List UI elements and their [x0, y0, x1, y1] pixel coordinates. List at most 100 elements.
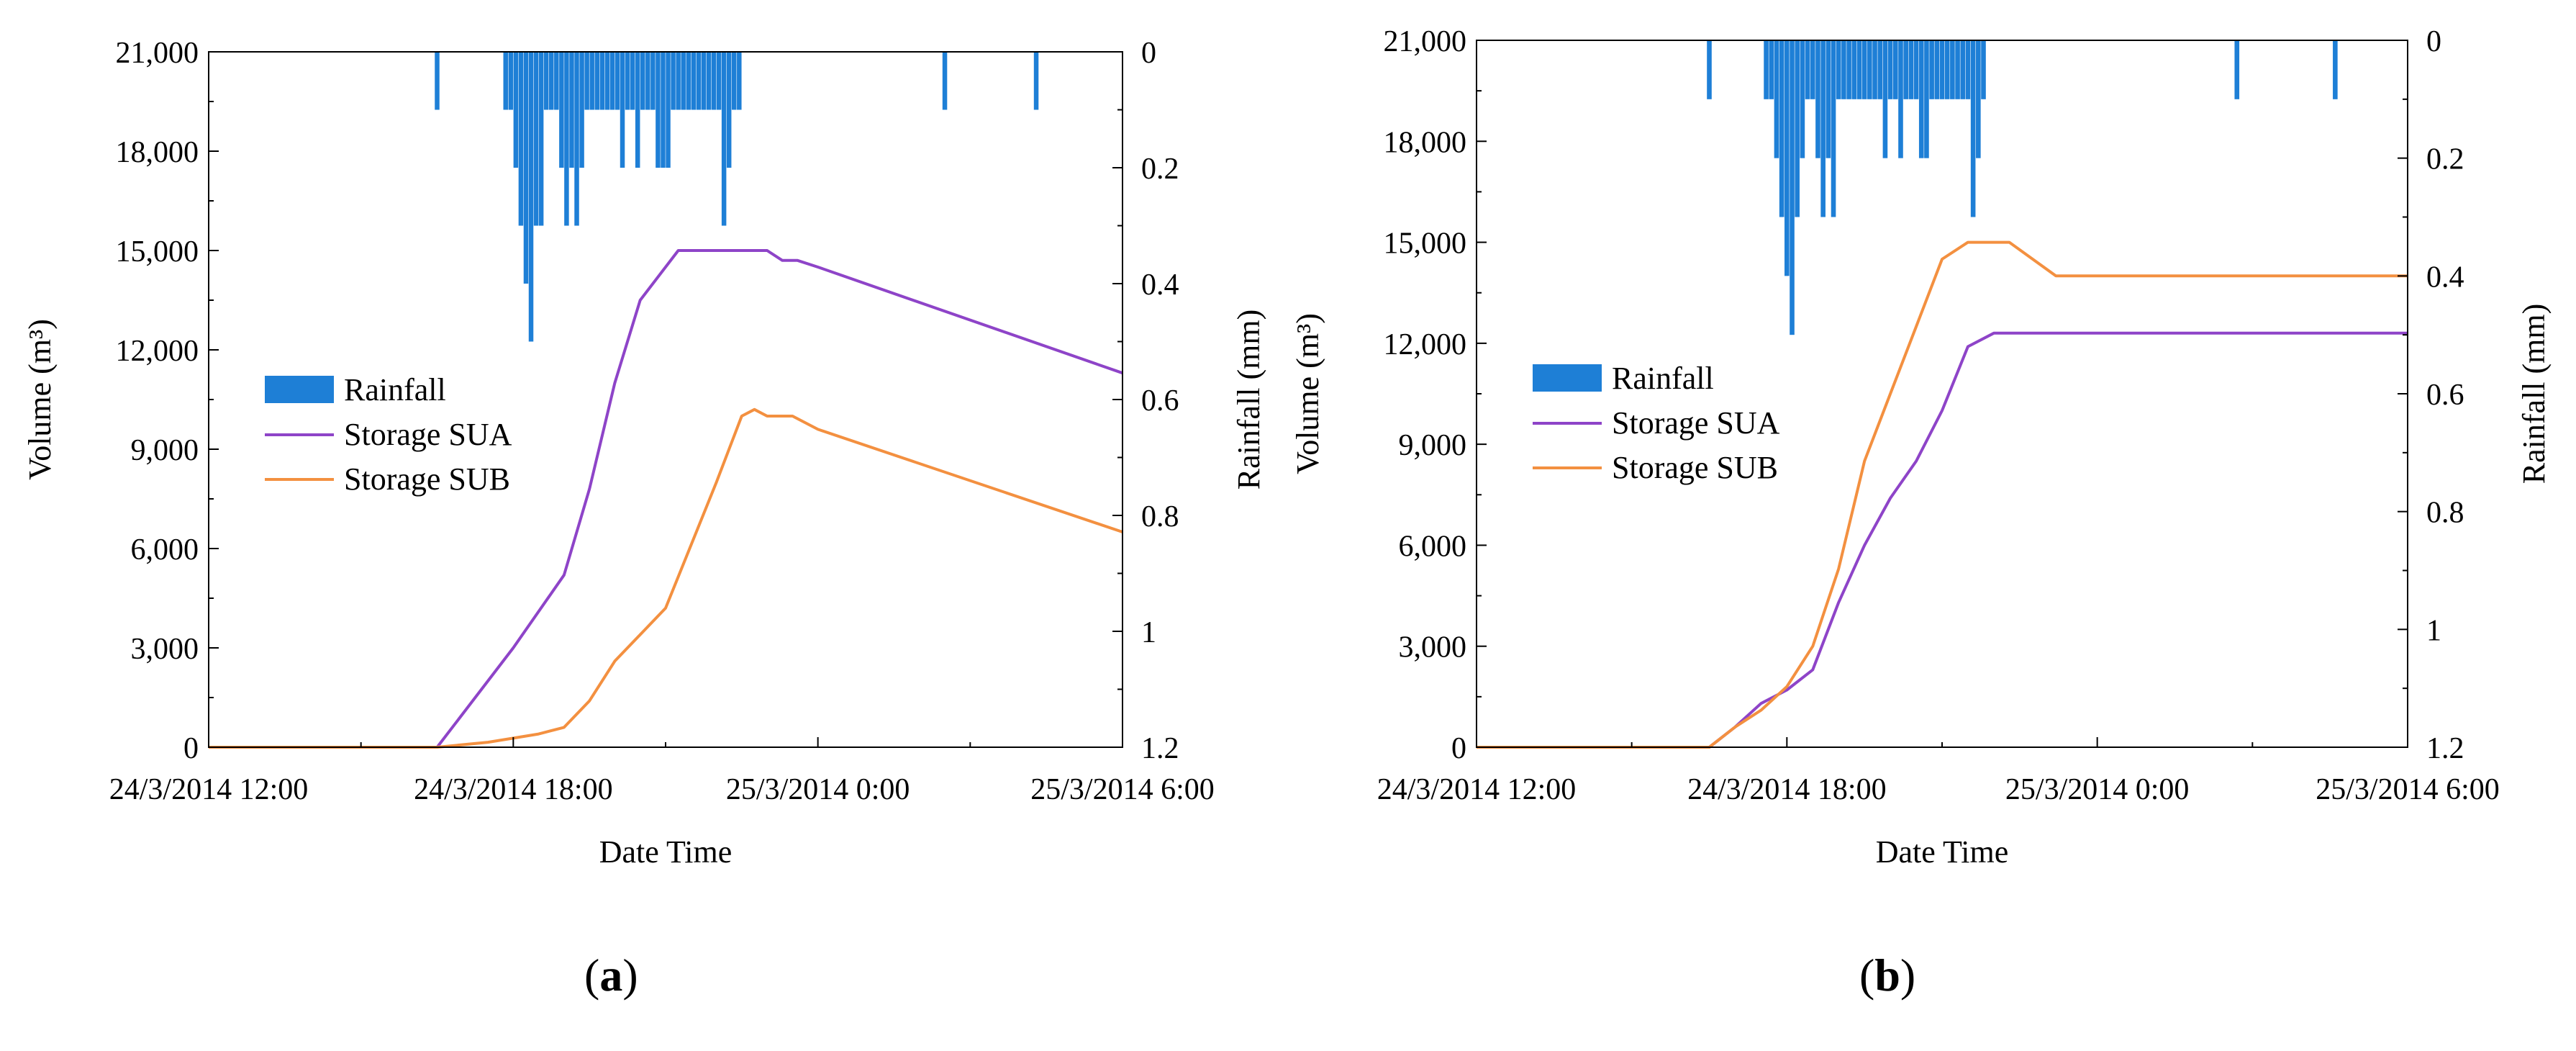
rainfall-bar — [1939, 40, 1945, 99]
rainfall-bar — [726, 52, 732, 168]
rainfall-bar — [671, 52, 676, 110]
legend-label-storage-sub: Storage SUB — [1612, 450, 1778, 485]
rainfall-bar — [543, 52, 549, 110]
rainfall-bar — [528, 52, 534, 342]
rainfall-bar — [1774, 40, 1779, 158]
rainfall-bar — [1976, 40, 1981, 158]
rainfall-bar — [721, 52, 727, 226]
rainfall-bar — [661, 52, 666, 168]
y2-tick-label: 0.4 — [1141, 269, 1179, 302]
rainfall-bar — [691, 52, 697, 110]
rainfall-bar — [523, 52, 529, 284]
y-tick-label: 3,000 — [131, 633, 199, 666]
y-tick-label: 21,000 — [116, 37, 199, 70]
rainfall-bar — [1769, 40, 1774, 99]
rainfall-bar — [1810, 40, 1815, 99]
y2-tick-label: 0.6 — [2426, 379, 2464, 412]
rainfall-bar — [1882, 40, 1888, 158]
y2-tick-label: 0.2 — [2426, 143, 2464, 176]
rainfall-bar — [1929, 40, 1934, 99]
rainfall-bar — [1970, 40, 1976, 217]
x-tick-label: 25/3/2014 6:00 — [2316, 773, 2500, 806]
x-tick-label: 25/3/2014 6:00 — [1030, 773, 1215, 806]
y-tick-label: 21,000 — [1384, 25, 1467, 58]
rainfall-bar — [711, 52, 717, 110]
y-tick-label: 0 — [183, 732, 199, 765]
rainfall-bar — [1944, 40, 1950, 99]
y2-tick-label: 1.2 — [1141, 732, 1179, 765]
rainfall-bar — [1913, 40, 1919, 99]
rainfall-bar — [1934, 40, 1940, 99]
y2-tick-label: 1.2 — [2426, 732, 2464, 765]
rainfall-bar — [435, 52, 440, 110]
rainfall-bar — [1965, 40, 1971, 99]
x-tick-label: 24/3/2014 18:00 — [1687, 773, 1887, 806]
rainfall-bar — [706, 52, 712, 110]
rainfall-bar — [732, 52, 737, 110]
legend-swatch-rainfall — [1533, 364, 1602, 392]
y-tick-label: 9,000 — [131, 434, 199, 467]
panel-letter-a: a — [599, 949, 623, 1001]
rainfall-bar — [1707, 40, 1712, 99]
y-axis-title: Volume (m³) — [22, 319, 58, 480]
rainfall-bar — [569, 52, 574, 168]
legend-label-rainfall: Rainfall — [344, 372, 446, 407]
chart-b: 0 3,000 6,000 9,000 12,000 15,000 18,000 21,000… — [1290, 25, 2552, 870]
rainfall-bar — [1908, 40, 1914, 99]
x-tick-label: 24/3/2014 12:00 — [1377, 773, 1577, 806]
rainfall-bar — [681, 52, 686, 110]
y2-tick-label: 0.2 — [1141, 153, 1179, 186]
y-tick-label: 18,000 — [1384, 126, 1467, 159]
rainfall-bar — [1981, 40, 1986, 99]
rainfall-bar — [503, 52, 508, 110]
y2-tick-label: 1 — [1141, 616, 1156, 649]
y2-tick-label: 1 — [2426, 614, 2441, 647]
x-axis-title: Date Time — [1876, 834, 2009, 870]
rainfall-bar — [1924, 40, 1929, 158]
y-tick-label: 0 — [1451, 732, 1466, 765]
y2-tick-label: 0 — [2426, 25, 2441, 58]
y-tick-label: 15,000 — [1384, 227, 1467, 261]
y2-tick-label: 0.4 — [2426, 261, 2464, 294]
rainfall-bar — [564, 52, 569, 226]
rainfall-bar — [1950, 40, 1955, 99]
rainfall-bar — [620, 52, 625, 168]
rainfall-bar — [554, 52, 559, 110]
rainfall-bar — [1795, 40, 1800, 217]
y2-tick-label: 0.8 — [1141, 500, 1179, 533]
rainfall-bar — [1898, 40, 1903, 158]
rainfall-bar — [1851, 40, 1857, 99]
legend-label-storage-sub: Storage SUB — [344, 461, 510, 497]
rainfall-bar — [1918, 40, 1924, 158]
rainfall-bar — [1877, 40, 1883, 99]
y-tick-label: 12,000 — [116, 335, 199, 368]
rainfall-bar — [1955, 40, 1960, 99]
rainfall-bar — [1861, 40, 1867, 99]
rainfall-bar — [737, 52, 742, 110]
rainfall-bar — [942, 52, 948, 110]
y2-tick-label: 0.8 — [2426, 497, 2464, 530]
rainfall-bar — [614, 52, 620, 110]
rainfall-bar — [1856, 40, 1862, 99]
rainfall-bar — [1836, 40, 1841, 99]
legend-label-rainfall: Rainfall — [1612, 361, 1714, 396]
y-tick-label: 6,000 — [1399, 530, 1467, 563]
rainfall-bar — [508, 52, 514, 110]
rainfall-bar — [716, 52, 722, 110]
rainfall-bar — [579, 52, 584, 168]
y2-tick-label: 0.6 — [1141, 384, 1179, 418]
rainfall-bar — [549, 52, 554, 110]
rainfall-bar — [574, 52, 579, 226]
rainfall-bar — [1820, 40, 1826, 217]
rainfall-bar — [645, 52, 650, 110]
y-axis-title: Volume (m³) — [1290, 313, 1325, 474]
rainfall-bar — [701, 52, 707, 110]
rainfall-bar — [1887, 40, 1893, 99]
chart-a: 0 3,000 6,000 9,000 12,000 15,000 18,000 21,000… — [22, 37, 1266, 870]
rainfall-bar — [609, 52, 615, 110]
rainfall-bar — [604, 52, 610, 110]
panel-label-a: (a) — [584, 949, 638, 1001]
rainfall-bar — [599, 52, 605, 110]
rainfall-bar — [2234, 40, 2240, 99]
rainfall-bar — [1805, 40, 1810, 99]
